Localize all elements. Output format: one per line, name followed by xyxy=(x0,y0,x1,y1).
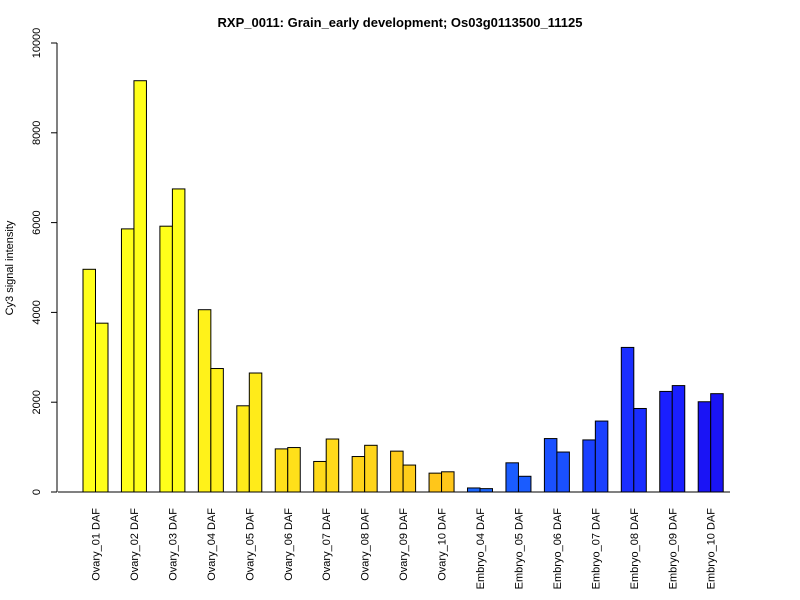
x-tick-label: Embryo_04 DAF xyxy=(475,508,487,590)
x-tick-label: Ovary_10 DAF xyxy=(437,508,449,581)
bar-17-rep-2 xyxy=(710,393,724,493)
x-tick-label: Ovary_01 DAF xyxy=(91,508,103,581)
bar-13-rep-2 xyxy=(556,451,570,493)
bar-1-rep-1 xyxy=(82,268,96,493)
bar-8-rep-2 xyxy=(364,444,378,493)
x-tick-label: Ovary_07 DAF xyxy=(321,508,333,581)
y-tick-label: 8000 xyxy=(31,121,43,145)
bar-13-rep-1 xyxy=(543,438,558,493)
bar-11-rep-1 xyxy=(467,487,481,493)
bar-14-rep-2 xyxy=(594,420,609,493)
bar-5-rep-1 xyxy=(236,405,250,493)
bar-1-rep-2 xyxy=(95,322,109,493)
y-axis: 0 2000 4000 6000 8000 10000 xyxy=(31,28,58,495)
bar-4-rep-2 xyxy=(210,368,224,493)
category-labels: Ovary_01 DAF Ovary_02 DAF Ovary_03 DAF Ovar… xyxy=(91,508,718,590)
x-tick-label: Embryo_07 DAF xyxy=(590,508,602,590)
x-tick-label: Embryo_10 DAF xyxy=(706,508,718,590)
chart-title: RXP_0011: Grain_early development; Os03g… xyxy=(218,15,583,30)
x-tick-label: Ovary_04 DAF xyxy=(206,508,218,581)
x-tick-label: Ovary_03 DAF xyxy=(167,508,179,581)
bar-9-rep-2 xyxy=(402,464,417,493)
bar-14-rep-1 xyxy=(582,439,596,493)
x-tick-label: Embryo_05 DAF xyxy=(513,508,525,590)
y-tick-label: 0 xyxy=(31,489,43,495)
bars-group xyxy=(82,80,724,493)
bar-2-rep-1 xyxy=(120,228,135,493)
x-tick-label: Embryo_09 DAF xyxy=(667,508,679,590)
bar-4-rep-1 xyxy=(197,309,212,493)
bar-10-rep-1 xyxy=(428,472,443,493)
bar-15-rep-2 xyxy=(633,407,647,493)
x-tick-label: Ovary_06 DAF xyxy=(283,508,295,581)
bar-5-rep-2 xyxy=(248,372,263,493)
bar-17-rep-1 xyxy=(697,401,712,493)
bar-16-rep-2 xyxy=(671,385,686,493)
bar-6-rep-2 xyxy=(287,447,301,493)
x-tick-label: Ovary_02 DAF xyxy=(129,508,141,581)
bar-2-rep-2 xyxy=(133,80,147,493)
x-tick-label: Ovary_08 DAF xyxy=(360,508,372,581)
bar-10-rep-2 xyxy=(441,471,455,493)
bar-16-rep-1 xyxy=(659,390,673,493)
x-tick-label: Ovary_05 DAF xyxy=(244,508,256,581)
bar-3-rep-2 xyxy=(171,188,186,493)
bar-6-rep-1 xyxy=(274,448,289,493)
bar-7-rep-1 xyxy=(313,460,327,493)
x-tick-label: Ovary_09 DAF xyxy=(398,508,410,581)
y-tick-label: 10000 xyxy=(31,28,43,59)
y-tick-label: 4000 xyxy=(31,300,43,324)
bar-11-rep-2 xyxy=(479,488,493,493)
y-tick-label: 6000 xyxy=(31,210,43,234)
bar-12-rep-1 xyxy=(505,462,519,493)
y-axis-label: Cy3 signal intensity xyxy=(4,220,16,315)
x-tick-label: Embryo_06 DAF xyxy=(552,508,564,590)
bar-12-rep-2 xyxy=(517,475,532,493)
bar-9-rep-1 xyxy=(390,450,404,493)
bar-3-rep-1 xyxy=(159,225,173,493)
bar-15-rep-1 xyxy=(620,346,635,493)
y-tick-label: 2000 xyxy=(31,390,43,414)
x-tick-label: Embryo_08 DAF xyxy=(629,508,641,590)
bar-8-rep-1 xyxy=(351,456,366,493)
bar-7-rep-2 xyxy=(325,438,340,493)
